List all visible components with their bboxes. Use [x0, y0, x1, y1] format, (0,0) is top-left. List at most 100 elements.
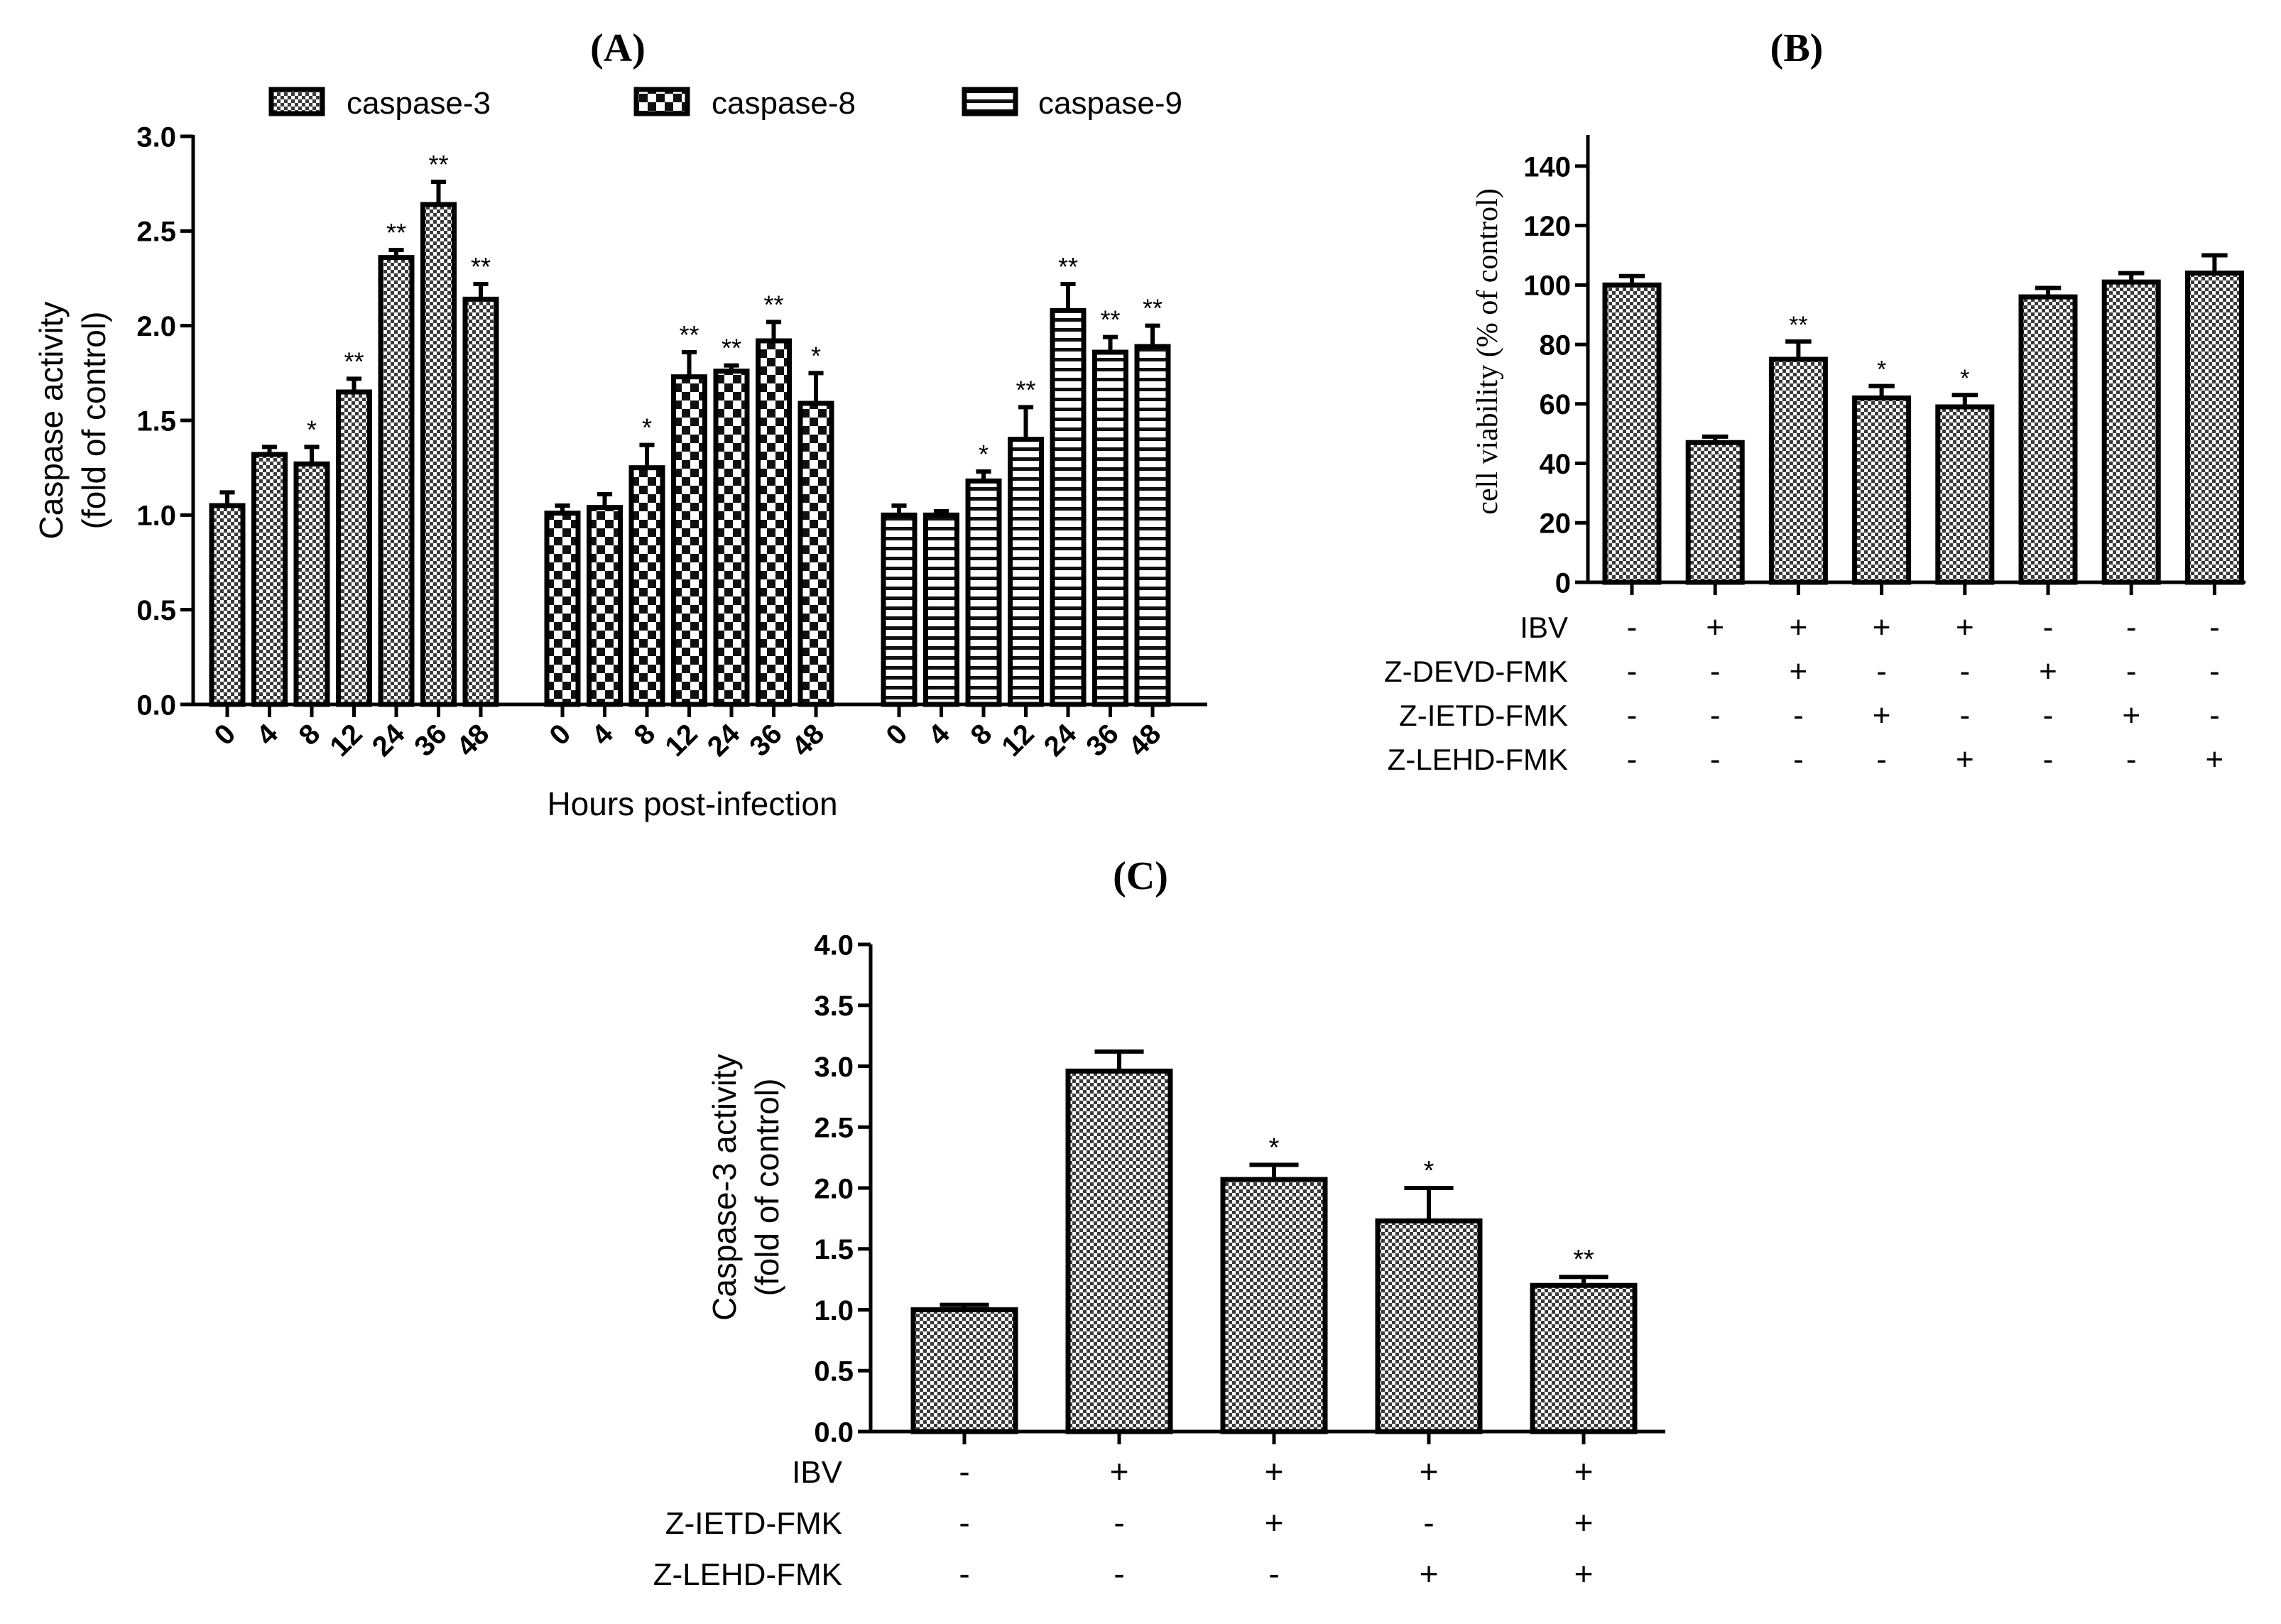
treatment-4-bar — [1375, 1218, 1483, 1434]
condition-mark: - — [2126, 610, 2137, 645]
condition-mark: + — [1265, 1504, 1284, 1541]
x-tick-label: 48 — [1123, 718, 1167, 763]
legend-swatch-caspase-9 — [962, 87, 1018, 116]
legend-swatch-caspase-3 — [268, 87, 325, 116]
caspase-8-48h-significance: * — [811, 341, 821, 370]
treatment-8-bar — [2184, 271, 2244, 585]
condition-mark: - — [1710, 654, 1721, 689]
condition-mark: - — [1423, 1504, 1434, 1541]
condition-mark: - — [1793, 742, 1804, 777]
y-tick-label: 0.5 — [814, 1356, 854, 1388]
condition-mark: - — [2043, 742, 2054, 777]
panel-c-y-ticks: 0.0 0.5 1.0 1.5 2.0 2.5 3.0 3.5 4.0 — [814, 930, 871, 1448]
caspase-9-24h-significance: ** — [1058, 252, 1078, 281]
condition-mark: - — [959, 1504, 969, 1541]
caspase-9-12h-significance: ** — [1016, 375, 1035, 404]
caspase-9-8h-significance: * — [979, 440, 989, 469]
caspase-8-12h-significance: ** — [679, 320, 699, 349]
treatment-2-bar — [1685, 440, 1745, 585]
y-tick-label: 2.5 — [814, 1113, 854, 1144]
treatment-1-bar — [1602, 282, 1662, 585]
panel-b-y-label: cell viability (% of control) — [1471, 188, 1504, 515]
condition-mark: - — [1268, 1555, 1279, 1592]
panel-a-y-label-line2: (fold of control) — [75, 312, 112, 530]
y-tick-label: 60 — [1540, 389, 1572, 420]
condition-label: IBV — [792, 1455, 843, 1490]
panel-c-y-label-line2: (fold of control) — [748, 1079, 785, 1297]
condition-label: Z-DEVD-FMK — [1384, 655, 1568, 688]
condition-mark: - — [2209, 654, 2220, 689]
condition-mark: - — [1959, 698, 1970, 733]
legend-swatch-caspase-8 — [633, 87, 690, 116]
condition-mark: - — [2043, 610, 2054, 645]
treatment-6-bar — [2018, 294, 2078, 585]
condition-mark: - — [2209, 698, 2220, 733]
x-tick-label: 12 — [659, 718, 704, 763]
caspase-3-8h-significance: * — [307, 415, 317, 444]
x-tick-label: 48 — [451, 718, 496, 763]
condition-mark: + — [1574, 1453, 1594, 1490]
y-tick-label: 0.0 — [814, 1417, 854, 1448]
x-tick-label: 36 — [408, 718, 453, 763]
treatment-5-bar — [1530, 1282, 1638, 1434]
condition-mark: + — [1574, 1504, 1594, 1541]
panel-a-y-ticks: 0.0 0.5 1.0 1.5 2.0 2.5 3.0 — [136, 121, 193, 721]
panel-c-label: (C) — [1113, 854, 1168, 898]
y-tick-label: 2.0 — [814, 1173, 854, 1204]
condition-mark: + — [1956, 742, 1974, 777]
condition-mark: + — [1956, 610, 1974, 645]
treatment-5-bar — [1935, 404, 1995, 585]
condition-mark: - — [2209, 610, 2220, 645]
legend-label-caspase-8: caspase-8 — [712, 86, 856, 121]
caspase-9-36h-bar — [1092, 349, 1128, 707]
condition-mark: - — [959, 1555, 969, 1592]
panel-c-y-label-line1: Caspase-3 activity — [706, 1054, 743, 1321]
caspase-8-48h-bar — [797, 400, 834, 707]
condition-mark: - — [1114, 1504, 1124, 1541]
caspase-8-12h-bar — [671, 374, 707, 707]
condition-label: Z-LEHD-FMK — [653, 1557, 842, 1592]
caspase-8-36h-bar — [756, 338, 792, 707]
condition-mark: - — [2043, 698, 2054, 733]
condition-mark: - — [1876, 654, 1887, 689]
treatment-1-bar — [910, 1307, 1018, 1434]
y-tick-label: 20 — [1540, 508, 1572, 540]
y-tick-label: 1.0 — [136, 501, 176, 532]
panel-a-legend: caspase-3 caspase-8 caspase-9 — [268, 86, 1182, 121]
caspase-3-36h-bar — [420, 202, 457, 707]
panel-a-x-label: Hours post-infection — [547, 785, 837, 822]
y-tick-label: 1.5 — [136, 405, 176, 437]
caspase-3-24h-bar — [378, 255, 415, 707]
caspase-3-24h-significance: ** — [386, 218, 406, 247]
x-tick-label: 4 — [586, 718, 619, 751]
y-tick-label: 0.5 — [136, 595, 176, 626]
condition-mark: - — [1627, 742, 1638, 777]
condition-mark: + — [1790, 610, 1808, 645]
x-tick-label: 0 — [881, 718, 914, 751]
condition-mark: + — [2039, 654, 2057, 689]
legend-label-caspase-9: caspase-9 — [1038, 86, 1182, 121]
treatment-5-significance: ** — [1573, 1245, 1594, 1275]
caspase-9-8h-bar — [965, 478, 1002, 707]
y-tick-label: 2.0 — [136, 311, 176, 342]
condition-mark: - — [2126, 742, 2137, 777]
condition-mark: + — [1420, 1453, 1439, 1490]
x-tick-label: 0 — [544, 718, 577, 751]
y-tick-label: 2.5 — [136, 217, 176, 248]
x-tick-label: 0 — [209, 718, 242, 751]
caspase-9-0h-bar — [881, 512, 918, 707]
x-tick-label: 48 — [786, 718, 831, 763]
caspase-9-24h-bar — [1050, 307, 1087, 707]
condition-mark: - — [1627, 698, 1638, 733]
legend-label-caspase-3: caspase-3 — [347, 86, 491, 121]
caspase-8-24h-bar — [713, 369, 750, 707]
caspase-8-8h-significance: * — [642, 413, 652, 442]
panel-c-bars: **** — [910, 1049, 1638, 1434]
x-tick-label: 24 — [366, 718, 411, 763]
condition-label: IBV — [1520, 611, 1568, 644]
caspase-9-48h-significance: ** — [1143, 294, 1163, 323]
condition-mark: + — [2122, 698, 2140, 733]
x-tick-label: 12 — [996, 718, 1040, 763]
caspase-3-8h-bar — [293, 461, 330, 707]
caspase-3-0h-bar — [209, 503, 246, 707]
